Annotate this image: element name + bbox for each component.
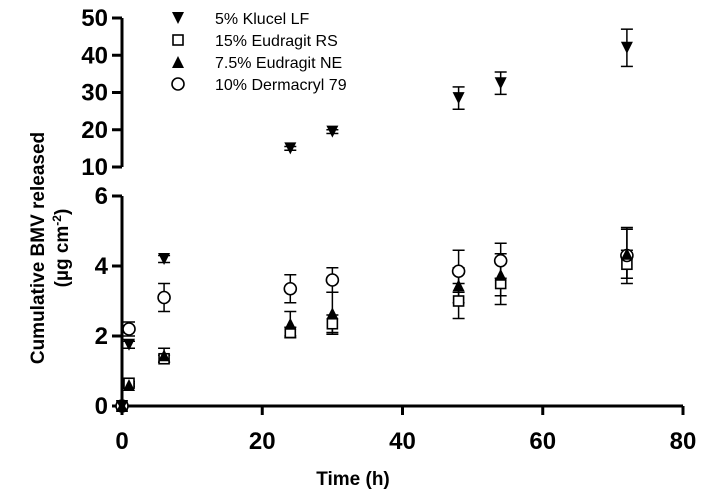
legend-label-4: 10% Dermacryl 79 [215,77,347,94]
x-tick-label: 20 [249,428,276,455]
legend-label-1: 5% Klucel LF [215,11,309,28]
data-point-series-1 [123,338,136,351]
y-tick-upper-label: 40 [81,42,108,69]
data-point-series-3 [452,279,465,292]
y-tick-lower-label: 4 [95,253,109,280]
legend: 5% Klucel LF 15% Eudragit RS 7.5% Eudragit… [171,11,347,94]
data-markers [115,41,634,413]
y-axis-title-line2: (µg cm-2) [50,209,73,288]
y-tick-lower-label: 6 [95,183,108,210]
y-axis-title: Cumulative BMV released (µg cm-2) [28,132,73,364]
data-point-series-3 [326,307,339,320]
legend-label-2: 15% Eudragit RS [215,33,338,50]
data-point-series-4 [493,253,508,268]
y-tick-upper-label: 20 [81,117,108,144]
data-point-series-1 [620,41,633,54]
data-point-series-4 [325,273,340,287]
data-point-series-1 [494,77,507,90]
x-tick-label: 80 [670,428,697,455]
legend-marker-1 [172,12,184,24]
x-tick-label: 40 [389,428,416,455]
error-bars [123,28,633,388]
data-point-series-1 [284,142,297,155]
y-tick-lower-label: 2 [95,323,108,350]
data-point-series-3 [158,349,171,362]
axis-ticks: 0 20 40 60 80 0 2 4 610 20 30 40 50 [81,5,696,455]
data-point-series-3 [284,317,297,330]
y-tick-upper-label: 10 [81,154,108,181]
axes [120,18,683,408]
legend-marker-4 [171,77,185,91]
y-axis-title-line1: Cumulative BMV released [28,132,49,364]
data-point-series-1 [158,253,171,265]
y-tick-upper-label: 50 [81,5,108,32]
data-point-series-2 [326,317,339,330]
x-tick-label: 60 [529,428,556,455]
data-point-series-1 [326,125,339,138]
legend-marker-2 [172,34,184,46]
legend-marker-3 [172,56,184,68]
x-axis-title: Time (h) [316,469,390,490]
legend-label-3: 7.5% Eudragit NE [215,55,342,72]
data-point-series-4 [451,264,466,279]
data-point-series-4 [157,290,171,305]
data-point-series-1 [116,400,128,412]
data-point-series-4 [122,322,136,336]
y-tick-upper-label: 30 [81,80,108,107]
data-point-series-4 [283,281,298,296]
data-point-series-3 [620,247,633,260]
x-tick-label: 0 [115,428,128,455]
data-point-series-2 [452,295,465,307]
data-point-series-1 [452,92,465,105]
y-tick-lower-label: 0 [95,393,108,420]
data-point-series-3 [123,379,136,391]
data-point-series-3 [494,268,507,281]
